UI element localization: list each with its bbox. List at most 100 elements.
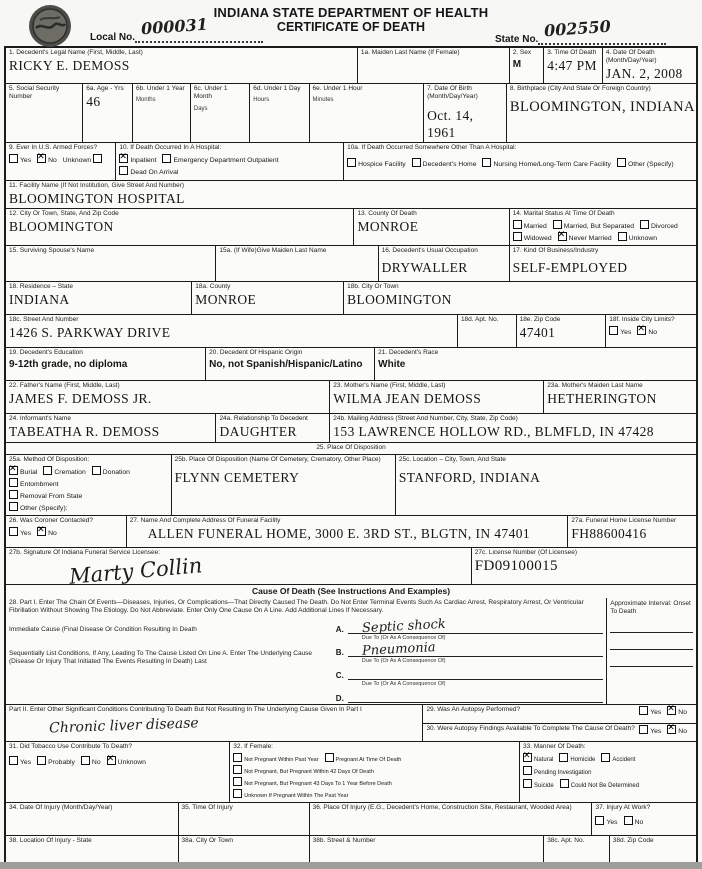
checkbox-label: Yes bbox=[620, 329, 632, 337]
checkbox-option[interactable]: Unknown bbox=[106, 755, 146, 769]
checkbox-option[interactable]: Divorced bbox=[640, 219, 678, 232]
field-6a-age: 6a. Age - Yrs 46 bbox=[83, 84, 133, 142]
checkbox-label: Unknown bbox=[628, 235, 658, 243]
checkbox-option[interactable]: Other (Specify): bbox=[9, 502, 68, 514]
checkbox-option[interactable]: Cremation bbox=[43, 466, 86, 478]
checkbox-option[interactable]: Nursing Home/Long-Term Care Facility bbox=[482, 157, 611, 171]
line-letter: C. bbox=[335, 671, 344, 681]
checkbox-label: Yes bbox=[650, 709, 662, 717]
field-label: 25. Place Of Disposition bbox=[316, 444, 386, 452]
field-value: Oct. 14, bbox=[427, 107, 474, 123]
checkbox-option[interactable]: Not Pregnant Within Past Year bbox=[233, 753, 319, 765]
field-value: WILMA JEAN DEMOSS bbox=[333, 391, 482, 407]
autopsy-block: 29. Was An Autopsy Performed? Yes No 30. … bbox=[423, 705, 696, 741]
checkbox-option[interactable]: Unknown bbox=[63, 153, 104, 167]
field-label: 38a. City Or Town bbox=[181, 836, 234, 844]
unchecked-checkbox-icon bbox=[523, 778, 533, 788]
field-label: 6c. Under 1 Month bbox=[193, 85, 228, 101]
checkbox-option[interactable]: No bbox=[37, 526, 57, 540]
field-value: FD09100015 bbox=[474, 557, 558, 574]
field-18f-inside-city-limits: 18f. Inside City Limits? Yes No bbox=[606, 315, 696, 347]
unchecked-checkbox-icon bbox=[552, 219, 562, 229]
checkbox-option[interactable]: Married, But Separated bbox=[552, 219, 634, 232]
field-19-education: 19. Decedent's Education 9-12th grade, n… bbox=[6, 348, 207, 381]
checkbox-option[interactable]: Yes bbox=[595, 815, 618, 829]
checkbox-option[interactable]: No bbox=[623, 815, 643, 829]
checkbox-option[interactable]: Donation bbox=[91, 466, 130, 478]
checkbox-option[interactable]: Pregnant At Time Of Death bbox=[324, 753, 401, 765]
cause-part2: Part II. Enter Other Significant Conditi… bbox=[6, 705, 424, 742]
checkbox-option[interactable]: Entombment bbox=[9, 478, 59, 490]
checkbox-option[interactable]: Unknown bbox=[617, 232, 658, 244]
checkbox-option[interactable]: Accident bbox=[601, 753, 635, 766]
checkbox-option[interactable]: Not Pregnant, But Pregnant 43 Days To 1 … bbox=[233, 776, 392, 789]
field-21-race: 21. Decedent's Race White bbox=[375, 348, 696, 380]
field-value: INDIANA bbox=[9, 292, 70, 308]
checkbox-option[interactable]: Hospice Facility bbox=[347, 157, 406, 171]
checkbox-option[interactable]: Yes bbox=[609, 326, 631, 339]
field-6b-under-1-year: 6b. Under 1 Year Months bbox=[133, 84, 191, 142]
field-value: M bbox=[512, 59, 522, 71]
checkbox-option[interactable]: No bbox=[80, 756, 101, 769]
field-15-surviving-spouse: 15. Surviving Spouse's Name bbox=[6, 246, 217, 282]
interval-line bbox=[610, 616, 693, 634]
checkbox-option[interactable]: Married bbox=[512, 219, 547, 232]
checkbox-option[interactable]: Yes bbox=[639, 724, 661, 738]
field-label: 18b. City Or Town bbox=[347, 283, 399, 291]
checkbox-option[interactable]: Could Not Be Determined bbox=[559, 778, 639, 792]
checkbox-option[interactable]: No bbox=[667, 724, 687, 738]
checkbox-option[interactable]: Removal From State bbox=[9, 490, 82, 502]
checkbox-option[interactable]: Not Pregnant, But Pregnant Within 42 Day… bbox=[233, 765, 374, 777]
checkbox-option[interactable]: Suicide bbox=[523, 778, 554, 792]
field-label: 6d. Under 1 Day bbox=[253, 85, 301, 93]
checkbox-option[interactable]: No bbox=[637, 325, 657, 339]
field-sublabel: Months bbox=[135, 97, 156, 104]
field-label: 1a. Maiden Last Name (If Female) bbox=[360, 49, 460, 56]
checkbox-option[interactable]: Widowed bbox=[512, 232, 552, 244]
field-value: JAN. 2, 2008 bbox=[605, 66, 683, 82]
field-value: 1961 bbox=[427, 124, 456, 140]
field-value: BLOOMINGTON bbox=[347, 292, 452, 308]
field-33-manner-of-death: 33. Manner Of Death: Natural Homicide Acci… bbox=[520, 742, 696, 801]
checkbox-option[interactable]: Probably bbox=[37, 756, 75, 769]
checkbox-option[interactable]: No bbox=[37, 153, 57, 167]
field-label: 1. Decedent's Legal Name (First, Middle,… bbox=[9, 49, 143, 56]
field-27-funeral-facility: 27. Name And Complete Address Of Funeral… bbox=[127, 515, 569, 547]
checkbox-label: No bbox=[91, 759, 101, 767]
field-27c-licensee-number: 27c. License Number (Of Licensee) FD0910… bbox=[472, 548, 696, 584]
field-29-autopsy-performed: 29. Was An Autopsy Performed? Yes No bbox=[423, 705, 696, 724]
checkbox-option[interactable]: Unknown If Pregnant Within The Past Year bbox=[233, 788, 348, 801]
checkbox-option[interactable]: Emergency Department Outpatient bbox=[162, 153, 279, 167]
checkbox-option[interactable]: Yes bbox=[9, 153, 31, 167]
field-value: HETHERINGTON bbox=[547, 391, 657, 407]
checkbox-option[interactable]: Burial bbox=[9, 465, 37, 478]
checkbox-option[interactable]: No bbox=[667, 705, 687, 719]
field-label: 33. Manner Of Death: bbox=[523, 743, 586, 751]
checkbox-option[interactable]: Yes bbox=[9, 756, 31, 769]
checkbox-option[interactable]: Dead On Arrival bbox=[119, 166, 178, 179]
field-value: 46 bbox=[86, 94, 101, 110]
checkbox-option[interactable]: Decedent's Home bbox=[411, 157, 476, 171]
field-label: 30. Were Autopsy Findings Available To C… bbox=[426, 724, 635, 732]
checkbox-option[interactable]: Yes bbox=[639, 706, 661, 719]
field-2-sex: 2. Sex M bbox=[510, 48, 545, 84]
field-value: BLOOMINGTON HOSPITAL bbox=[9, 190, 185, 206]
cause-line-d: D. bbox=[336, 689, 604, 704]
field-11-facility-name: 11. Facility Name (If Not Institution, G… bbox=[6, 181, 696, 208]
unchecked-checkbox-icon bbox=[324, 753, 334, 763]
checkbox-option[interactable]: Never Married bbox=[557, 231, 612, 244]
unchecked-checkbox-icon bbox=[233, 776, 243, 786]
checkbox-option[interactable]: Yes bbox=[9, 526, 31, 540]
checkbox-option[interactable]: Homicide bbox=[559, 753, 595, 766]
field-24b-mailing-address: 24b. Mailing Address (Street And Number,… bbox=[330, 414, 696, 442]
unchecked-checkbox-icon bbox=[601, 753, 611, 763]
checkbox-option[interactable]: Inpatient bbox=[119, 153, 156, 167]
field-25a-method-of-disposition: 25a. Method Of Disposition: Burial Cremat… bbox=[6, 455, 172, 515]
field-label: 24. Informant's Name bbox=[9, 415, 71, 423]
checkbox-option[interactable]: Other (Specify) bbox=[616, 157, 674, 171]
field-value: TABEATHA R. DEMOSS bbox=[9, 424, 160, 440]
field-27b-funeral-licensee-signature: 27b. Signature Of Indiana Funeral Servic… bbox=[6, 547, 472, 584]
checked-checkbox-icon bbox=[667, 724, 677, 734]
checkbox-option[interactable]: Natural bbox=[523, 752, 553, 766]
checkbox-option[interactable]: Pending Investigation bbox=[523, 765, 591, 779]
